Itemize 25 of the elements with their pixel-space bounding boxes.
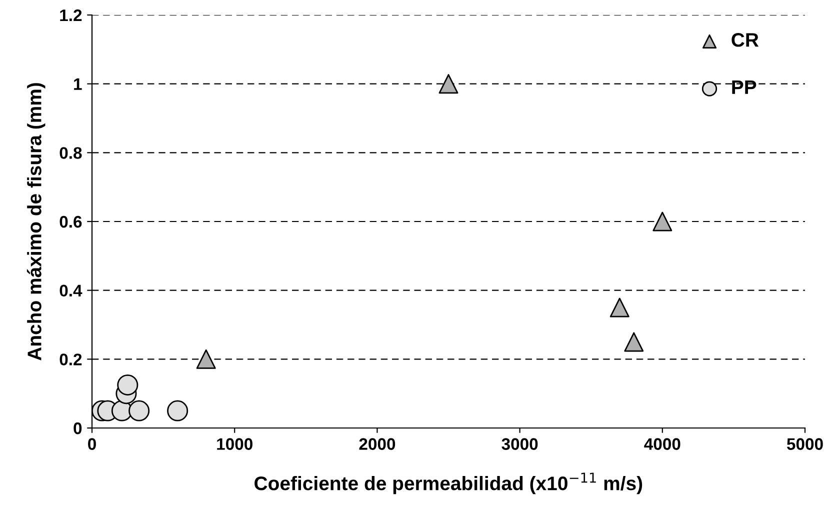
y-tick-label: 1	[74, 78, 82, 90]
legend-label: CR	[732, 33, 759, 47]
x-axis-title: Coeficiente de permeabilidad (x10$^{−11}$ m/s)	[254, 472, 642, 494]
point	[624, 332, 644, 352]
point	[117, 374, 138, 396]
y-tick-label: 0.6	[60, 216, 82, 228]
y-tick-label: 0.8	[60, 147, 82, 159]
x-tick-label: 2000	[359, 438, 396, 450]
y-tick-label: 0.4	[60, 284, 82, 297]
y-tick-label: 1.2	[60, 9, 82, 22]
y-tick-label: 0	[74, 422, 82, 434]
legend-label: PP	[732, 80, 756, 94]
y-axis-title: Ancho máximo de fisura (mm)	[26, 83, 46, 360]
x-tick-label: 0	[88, 438, 96, 450]
point	[167, 400, 188, 422]
x-tick-label: 1000	[217, 438, 252, 450]
point	[438, 74, 458, 94]
point	[128, 400, 150, 422]
point	[652, 212, 672, 232]
point	[196, 349, 216, 369]
y-tick-label: 0.2	[60, 354, 82, 366]
x-tick-label: 5000	[786, 438, 823, 450]
x-tick-label: 3000	[502, 438, 538, 450]
point	[610, 298, 630, 318]
x-tick-label: 4000	[644, 438, 680, 450]
